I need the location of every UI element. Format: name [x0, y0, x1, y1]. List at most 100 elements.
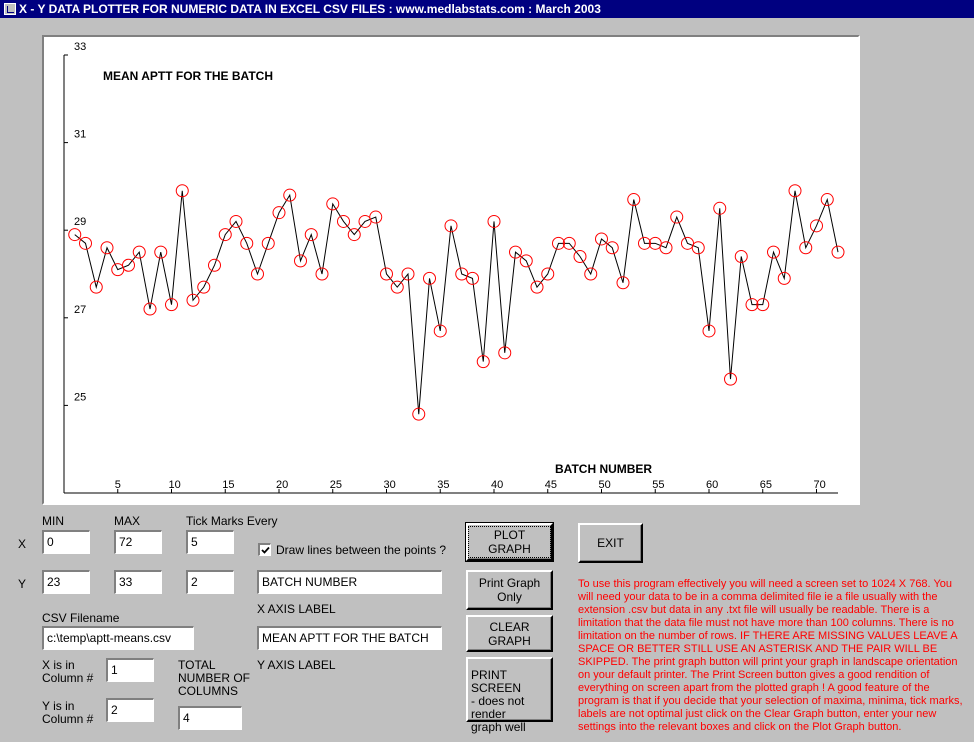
x-column-input[interactable]: 1: [106, 658, 154, 682]
x-tick-label: 40: [491, 479, 503, 491]
data-point: [562, 236, 576, 250]
data-point: [261, 236, 275, 250]
draw-lines-label[interactable]: Draw lines between the points ?: [276, 543, 447, 557]
tick-header: Tick Marks Every: [186, 514, 278, 528]
data-point: [756, 298, 770, 312]
data-point: [423, 271, 436, 285]
title-bar[interactable]: X - Y DATA PLOTTER FOR NUMERIC DATA IN E…: [0, 0, 974, 18]
data-point: [337, 214, 350, 228]
x-tick-label: 35: [437, 479, 449, 491]
data-point: [294, 254, 307, 268]
plot-graph-button[interactable]: PLOT GRAPH: [465, 522, 554, 562]
data-point: [724, 372, 737, 386]
exit-button[interactable]: EXIT: [578, 523, 643, 563]
y-max-input[interactable]: 33: [114, 570, 162, 594]
data-point: [218, 228, 232, 242]
y-column-caption-2: Column #: [42, 712, 94, 726]
data-point: [315, 267, 329, 281]
data-point: [466, 271, 479, 285]
x-axis-label-caption: X AXIS LABEL: [257, 602, 336, 616]
data-point: [412, 407, 426, 421]
x-tick-label: 55: [652, 479, 664, 491]
x-max-input[interactable]: 72: [114, 530, 162, 554]
data-point: [347, 228, 361, 242]
data-point: [584, 267, 598, 281]
data-point: [444, 219, 458, 233]
x-tick-input[interactable]: 5: [186, 530, 234, 554]
data-point: [251, 267, 264, 281]
total-columns-caption-3: COLUMNS: [178, 684, 239, 698]
y-tick-label: 33: [74, 41, 86, 53]
window-title: X - Y DATA PLOTTER FOR NUMERIC DATA IN E…: [19, 2, 601, 16]
print-screen-label-3: graph well: [471, 720, 526, 734]
draw-lines-checkbox[interactable]: [258, 543, 271, 556]
data-point: [326, 197, 340, 211]
y-min-input[interactable]: 23: [42, 570, 90, 594]
y-tick-label: 29: [74, 216, 86, 228]
y-axis-label-input[interactable]: MEAN APTT FOR THE BATCH: [257, 626, 442, 650]
data-point: [390, 280, 404, 294]
x-tick-label: 15: [222, 479, 234, 491]
total-columns-input[interactable]: 4: [178, 706, 242, 730]
clear-graph-button[interactable]: CLEAR GRAPH: [466, 615, 553, 652]
y-axis-label-caption: Y AXIS LABEL: [257, 658, 336, 672]
data-point: [79, 236, 92, 250]
data-point: [283, 188, 297, 202]
print-screen-label-2: - does not render: [471, 694, 525, 721]
data-point: [616, 276, 630, 290]
x-tick-label: 70: [814, 479, 826, 491]
data-point: [530, 280, 544, 294]
data-point: [89, 280, 103, 294]
data-point: [68, 228, 82, 242]
data-point: [573, 249, 587, 263]
max-header: MAX: [114, 514, 141, 528]
exit-label: EXIT: [597, 536, 624, 550]
data-point: [122, 258, 135, 272]
data-point: [165, 298, 178, 312]
y-tick-label: 27: [74, 304, 86, 316]
data-point: [788, 184, 802, 198]
y-column-caption-1: Y is in: [42, 699, 75, 713]
data-point: [476, 355, 490, 369]
x-tick-label: 20: [276, 479, 288, 491]
app-icon[interactable]: [4, 3, 16, 15]
csv-filename-input[interactable]: c:\temp\aptt-means.csv: [42, 626, 194, 650]
data-point: [659, 241, 673, 255]
data-point: [799, 241, 813, 255]
data-point: [670, 210, 684, 224]
data-point: [487, 214, 501, 228]
data-point: [519, 254, 533, 268]
data-point: [541, 267, 555, 281]
x-column-caption-2: Column #: [42, 671, 94, 685]
x-column-caption-1: X is in: [42, 658, 75, 672]
x-tick-label: 30: [384, 479, 396, 491]
data-point: [638, 236, 651, 250]
x-min-input[interactable]: 0: [42, 530, 90, 554]
data-point: [552, 236, 565, 250]
data-point: [186, 293, 200, 307]
x-axis-label-input[interactable]: BATCH NUMBER: [257, 570, 442, 594]
print-screen-button[interactable]: PRINT SCREEN - does not render graph wel…: [466, 657, 553, 734]
y-column-input[interactable]: 2: [106, 698, 154, 722]
data-point: [208, 258, 221, 272]
x-tick-label: 65: [760, 479, 772, 491]
data-point: [702, 324, 716, 338]
data-point: [831, 245, 845, 259]
chart-title: MEAN APTT FOR THE BATCH: [103, 69, 273, 83]
data-point: [767, 245, 780, 259]
total-columns-caption-1: TOTAL: [178, 658, 216, 672]
x-tick-label: 5: [115, 479, 121, 491]
data-point: [272, 206, 286, 220]
print-graph-only-label: Print Graph Only: [478, 576, 541, 604]
data-point: [154, 245, 168, 259]
data-point: [605, 241, 619, 255]
x-tick-label: 25: [330, 479, 342, 491]
data-point: [100, 241, 114, 255]
data-point: [197, 280, 211, 294]
x-axis-title: BATCH NUMBER: [555, 462, 652, 476]
instructions-text: To use this program effectively you will…: [578, 578, 963, 733]
data-point: [713, 201, 727, 215]
data-point: [380, 267, 393, 281]
y-tick-input[interactable]: 2: [186, 570, 234, 594]
print-graph-only-button[interactable]: Print Graph Only: [466, 570, 553, 610]
